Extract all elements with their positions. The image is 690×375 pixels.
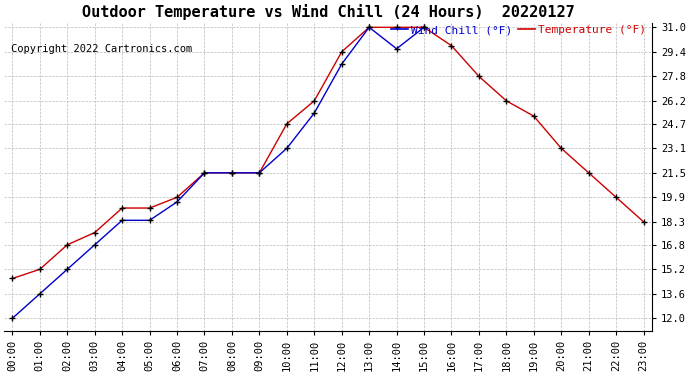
Legend: Wind Chill (°F), Temperature (°F): Wind Chill (°F), Temperature (°F) <box>387 21 651 40</box>
Title: Outdoor Temperature vs Wind Chill (24 Hours)  20220127: Outdoor Temperature vs Wind Chill (24 Ho… <box>81 4 574 20</box>
Text: Copyright 2022 Cartronics.com: Copyright 2022 Cartronics.com <box>10 44 192 54</box>
